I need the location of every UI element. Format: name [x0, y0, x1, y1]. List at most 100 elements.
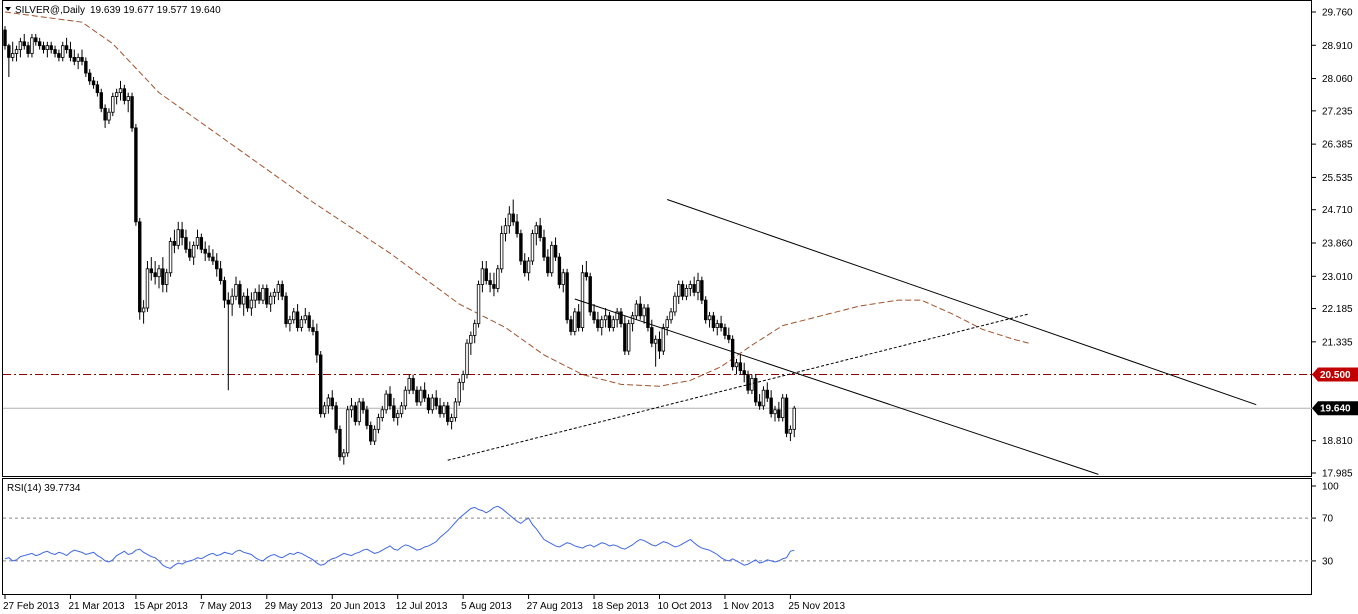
time-tick-label: 7 May 2013	[199, 601, 252, 612]
candle	[72, 49, 76, 66]
candle	[45, 41, 50, 58]
candle-body-up	[230, 295, 234, 305]
candle	[757, 394, 762, 410]
candle-body-up	[126, 96, 130, 101]
candle	[84, 57, 88, 77]
candle-body-down	[184, 237, 188, 250]
candle-body-up	[357, 401, 361, 422]
candle-body-down	[392, 405, 396, 419]
candle-body-up	[665, 319, 669, 328]
menu-triangle-icon[interactable]	[5, 7, 11, 11]
candle-body-down	[446, 405, 450, 422]
candle-body-up	[403, 389, 408, 407]
candle-body-up	[453, 401, 458, 419]
candle	[138, 217, 142, 320]
candle	[788, 425, 793, 442]
candle-body-down	[284, 295, 288, 325]
candle	[769, 390, 773, 418]
candle-body-up	[627, 323, 631, 352]
candle-body-up	[345, 409, 350, 454]
candle-body-up	[145, 268, 150, 309]
candle-body-up	[715, 323, 719, 328]
candle-body-up	[792, 407, 796, 430]
candle	[118, 80, 123, 101]
candle	[276, 280, 281, 301]
candle-body-up	[561, 272, 565, 285]
candle	[453, 398, 458, 422]
candle	[238, 280, 242, 308]
candle	[480, 260, 485, 293]
candle	[634, 300, 639, 320]
rsi-y-axis: 100 70 30	[1312, 482, 1339, 567]
time-tick-label: 29 May 2013	[265, 601, 323, 612]
candle-body-up	[684, 288, 689, 297]
candle	[553, 237, 558, 261]
time-tick-label: 25 Nov 2013	[788, 601, 845, 612]
candle	[53, 45, 57, 58]
candle-body-down	[515, 221, 519, 234]
candle-body-up	[442, 405, 446, 415]
candle-body-down	[334, 405, 338, 430]
candle-body-down	[318, 354, 323, 415]
candle	[68, 41, 73, 62]
candle-body-up	[299, 319, 304, 328]
candle-body-down	[619, 311, 623, 325]
price-tick-label: 23.010	[1322, 272, 1353, 283]
candle-body-down	[415, 389, 419, 403]
candle	[542, 229, 546, 261]
candle	[41, 41, 46, 54]
candle-body-up	[195, 237, 200, 246]
candle-body-down	[769, 397, 773, 415]
candle-body-down	[280, 284, 284, 297]
candle	[465, 339, 469, 379]
price-tick-label: 21.335	[1322, 337, 1353, 348]
candle	[781, 394, 785, 422]
candle-body-up	[164, 272, 169, 285]
time-tick-label: 12 Jul 2013	[396, 601, 448, 612]
candle-body-down	[542, 237, 546, 258]
candle-body-up	[303, 315, 307, 321]
price-tick-label: 23.860	[1322, 238, 1353, 249]
candle	[496, 264, 500, 293]
candle	[461, 370, 465, 391]
candle	[692, 276, 696, 297]
candle-body-up	[677, 284, 681, 297]
candle-body-up	[261, 288, 265, 301]
candle-body-down	[657, 338, 662, 352]
candle-body-down	[80, 57, 84, 62]
candle-body-down	[88, 72, 92, 82]
candle	[727, 327, 731, 344]
candle	[538, 217, 542, 242]
upper-channel-line[interactable]	[667, 199, 1257, 406]
candle	[172, 229, 177, 254]
candle-body-down	[265, 288, 269, 305]
candle	[218, 260, 223, 285]
price-panel-border	[2, 0, 1312, 477]
candle	[573, 307, 577, 336]
candle-body-up	[272, 291, 277, 297]
candle-body-down	[538, 225, 542, 238]
candle	[61, 41, 65, 62]
candle	[64, 37, 69, 54]
candle-body-down	[103, 107, 107, 121]
candle	[49, 41, 53, 54]
candle	[700, 276, 704, 305]
lower-channel-line[interactable]	[574, 298, 1099, 475]
support-line[interactable]	[447, 313, 1030, 461]
candle-body-up	[241, 295, 246, 305]
candle-body-down	[438, 405, 442, 415]
candle-body-up	[322, 405, 327, 415]
candle	[10, 41, 15, 62]
candle-body-up	[476, 284, 481, 325]
price-tick-label: 28.060	[1322, 74, 1353, 85]
candle	[411, 374, 415, 395]
candle-body-down	[584, 272, 589, 278]
candle-body-up	[707, 315, 712, 321]
candle-body-up	[580, 272, 585, 328]
candle-body-down	[68, 49, 73, 58]
candle	[22, 33, 26, 50]
candle	[565, 268, 569, 324]
candle	[203, 241, 207, 261]
time-tick-label: 21 Mar 2013	[68, 601, 125, 612]
candle-body-down	[565, 272, 569, 321]
